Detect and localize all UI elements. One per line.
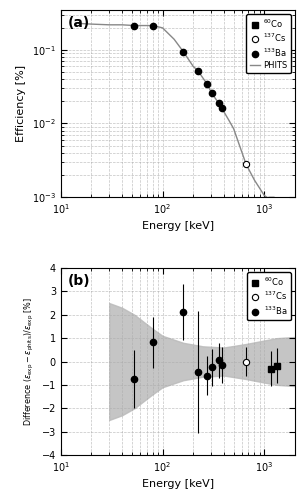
Text: (a): (a) [68, 16, 90, 30]
Y-axis label: Difference $(\varepsilon_\mathrm{exp}-\varepsilon_\mathrm{phits})/\varepsilon_\m: Difference $(\varepsilon_\mathrm{exp}-\v… [23, 297, 36, 426]
Legend: $^{60}$Co, $^{137}$Cs, $^{133}$Ba, PHITS: $^{60}$Co, $^{137}$Cs, $^{133}$Ba, PHITS [247, 14, 291, 74]
Text: (b): (b) [68, 274, 91, 287]
Y-axis label: Efficiency [%]: Efficiency [%] [16, 65, 26, 142]
X-axis label: Energy [keV]: Energy [keV] [142, 479, 214, 489]
X-axis label: Energy [keV]: Energy [keV] [142, 221, 214, 231]
Legend: $^{60}$Co, $^{137}$Cs, $^{133}$Ba: $^{60}$Co, $^{137}$Cs, $^{133}$Ba [247, 272, 291, 320]
